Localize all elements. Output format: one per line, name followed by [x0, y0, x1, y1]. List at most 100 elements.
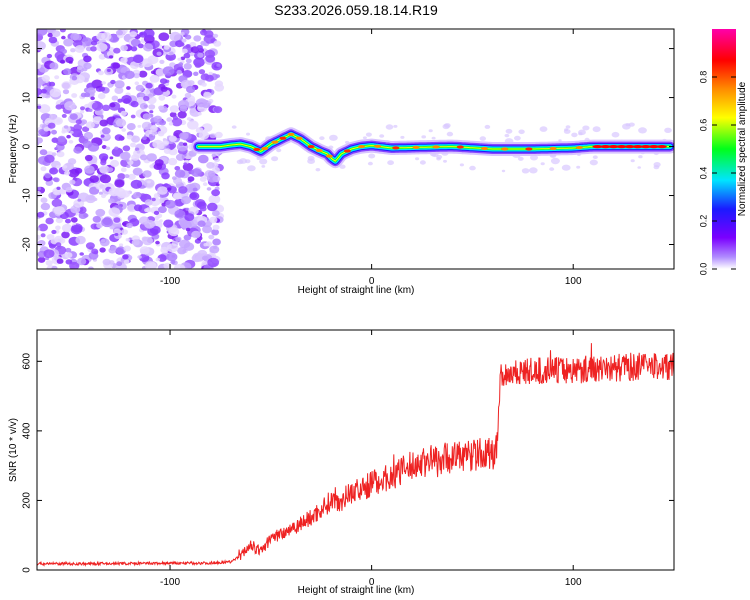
- noise-blob: [158, 105, 164, 111]
- noise-blob: [71, 75, 78, 81]
- noise-blob: [197, 52, 204, 58]
- noise-blob: [121, 128, 126, 132]
- noise-blob: [38, 223, 48, 232]
- snr-xtick-label: -100: [160, 577, 180, 588]
- noise-blob: [129, 31, 138, 38]
- noise-blob: [161, 172, 170, 180]
- halo-blob: [638, 127, 647, 134]
- noise-blob: [153, 115, 163, 123]
- noise-blob: [198, 69, 206, 75]
- noise-blob: [211, 153, 216, 158]
- halo-blob: [307, 158, 315, 164]
- noise-blob: [187, 176, 195, 182]
- noise-blob: [41, 75, 50, 82]
- noise-blob: [202, 102, 211, 109]
- noise-blob: [151, 130, 158, 136]
- noise-blob: [123, 259, 130, 265]
- halo-blob: [653, 165, 660, 170]
- noise-blob: [178, 141, 184, 147]
- noise-blob: [82, 67, 88, 72]
- halo-blob: [479, 136, 486, 141]
- halo-blob: [259, 158, 268, 165]
- noise-blob: [85, 46, 92, 52]
- noise-blob: [182, 224, 188, 229]
- noise-blob: [123, 245, 131, 252]
- halo-blob: [236, 159, 244, 165]
- ridge-peak: [640, 145, 651, 149]
- noise-blob: [70, 224, 83, 235]
- halo-blob: [421, 135, 427, 139]
- noise-blob: [169, 31, 181, 41]
- noise-blob: [178, 99, 190, 109]
- noise-blob: [61, 81, 72, 90]
- noise-blob: [80, 92, 87, 98]
- ridge-peak: [279, 136, 287, 140]
- noise-blob: [215, 74, 220, 78]
- noise-blob: [173, 263, 186, 269]
- halo-blob: [517, 156, 524, 161]
- noise-blob: [97, 70, 104, 76]
- halo-blob: [244, 159, 251, 164]
- noise-blob: [84, 38, 89, 42]
- halo-blob: [484, 124, 491, 129]
- noise-blob: [142, 136, 147, 141]
- noise-blob: [66, 134, 71, 139]
- noise-blob: [206, 187, 212, 191]
- noise-blob: [151, 197, 156, 202]
- noise-blob: [63, 125, 69, 129]
- ridge-peak: [632, 145, 643, 149]
- noise-blob: [177, 111, 187, 119]
- noise-blob: [90, 46, 97, 52]
- noise-blob: [69, 261, 80, 269]
- noise-blob: [214, 131, 223, 139]
- noise-blob: [114, 233, 119, 236]
- noise-blob: [84, 56, 91, 62]
- noise-blob: [114, 80, 125, 89]
- halo-blob: [365, 132, 372, 137]
- noise-blob: [184, 92, 192, 99]
- ridge-peak: [481, 146, 488, 151]
- noise-blob: [51, 129, 57, 135]
- ridge-peak: [325, 154, 333, 158]
- halo-blob: [446, 131, 454, 137]
- halo-blob: [400, 135, 405, 139]
- noise-blob: [110, 159, 120, 168]
- halo-blob: [276, 148, 282, 153]
- halo-blob: [459, 163, 464, 167]
- noise-blob: [205, 74, 214, 82]
- noise-blob: [37, 227, 41, 231]
- noise-blob: [180, 56, 186, 61]
- noise-blob: [171, 94, 177, 99]
- noise-blob: [73, 124, 83, 131]
- noise-blob: [124, 174, 130, 179]
- halo-blob: [504, 133, 510, 138]
- ridge-peak: [624, 145, 635, 149]
- noise-blob: [156, 51, 162, 56]
- halo-blob: [664, 127, 672, 133]
- noise-blob: [183, 234, 192, 241]
- ridge-peak: [343, 149, 351, 153]
- noise-blob: [55, 217, 63, 224]
- noise-blob: [169, 51, 174, 55]
- noise-blob: [126, 164, 131, 168]
- noise-blob: [137, 124, 142, 128]
- halo-blob: [630, 159, 635, 163]
- noise-blob: [51, 229, 57, 235]
- noise-blob: [174, 209, 186, 219]
- noise-blob: [189, 108, 196, 114]
- halo-blob: [518, 129, 525, 135]
- snr-series-line: [37, 343, 674, 567]
- noise-blob: [189, 192, 197, 199]
- noise-blob: [115, 246, 126, 255]
- halo-blob: [638, 155, 643, 159]
- noise-blob: [84, 154, 93, 162]
- noise-blob: [186, 85, 196, 94]
- noise-blob: [75, 235, 86, 245]
- noise-blob: [51, 152, 57, 157]
- noise-blob: [138, 70, 148, 78]
- noise-blob: [64, 252, 73, 259]
- noise-blob: [79, 252, 84, 256]
- noise-blob: [90, 40, 98, 46]
- noise-blob: [116, 29, 123, 36]
- noise-blob: [211, 189, 221, 197]
